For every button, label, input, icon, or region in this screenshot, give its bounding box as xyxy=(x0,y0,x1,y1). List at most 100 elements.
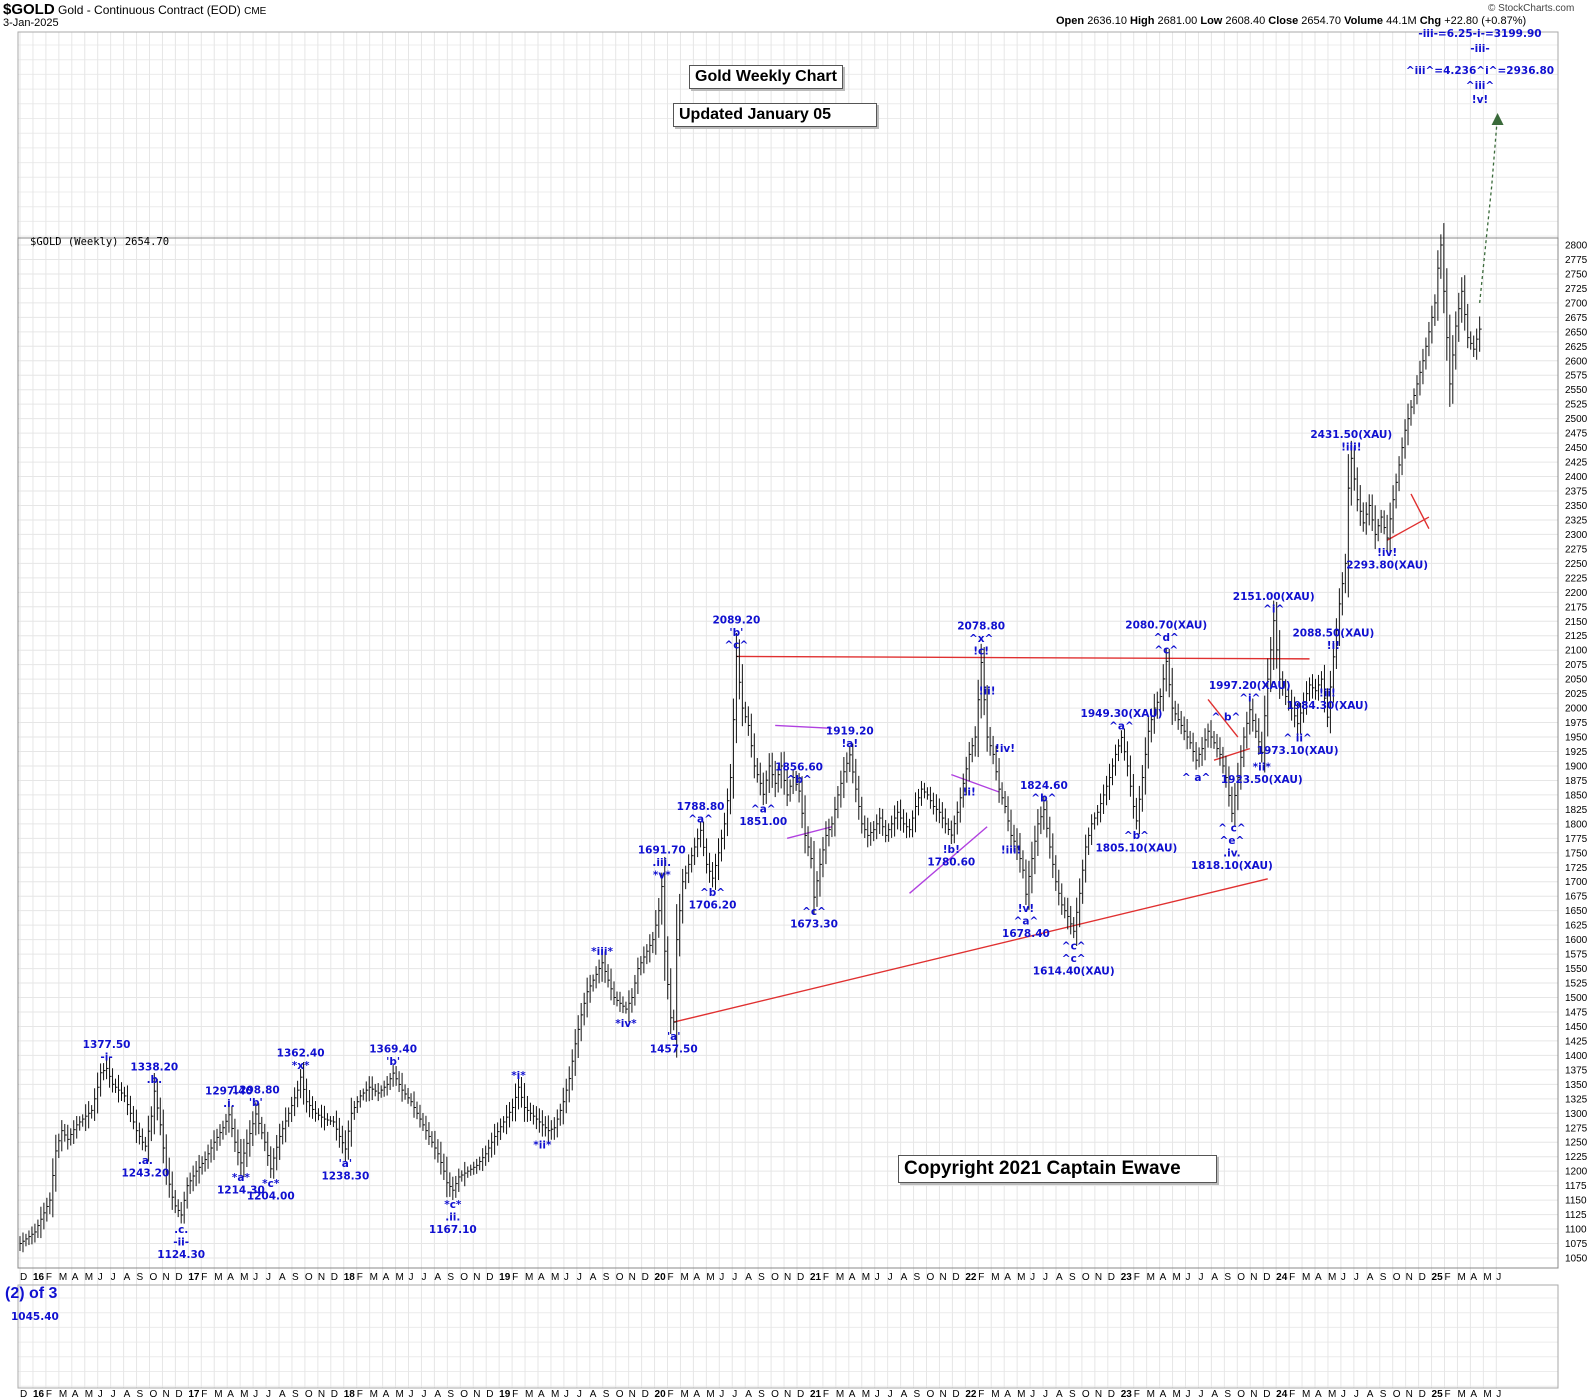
y-tick-label: 1175 xyxy=(1565,1181,1587,1192)
y-tick-label: 1675 xyxy=(1565,892,1588,903)
x-tick-label: A xyxy=(745,1272,752,1283)
x-tick-label: O xyxy=(1393,1272,1401,1283)
x-tick-label-lower: S xyxy=(1069,1389,1076,1400)
x-tick-label: N xyxy=(629,1272,636,1283)
wave-label: *ii* xyxy=(533,1140,552,1152)
x-tick-label: S xyxy=(1069,1272,1076,1283)
x-tick-label-lower: J xyxy=(875,1389,880,1400)
x-tick-label: M xyxy=(1017,1272,1025,1283)
y-tick-label: 2450 xyxy=(1565,443,1588,454)
x-tick-label: A xyxy=(901,1272,908,1283)
y-tick-label: 2300 xyxy=(1565,530,1588,541)
copyright-box: Copyright 2021 Captain Ewave xyxy=(898,1155,1217,1183)
x-tick-label: A xyxy=(1367,1272,1374,1283)
wave-label: ^a^ xyxy=(751,803,776,815)
x-tick-label-lower: N xyxy=(1095,1389,1102,1400)
x-tick-label-lower: O xyxy=(150,1389,158,1400)
x-tick-label: A xyxy=(590,1272,597,1283)
x-tick-label: J xyxy=(564,1272,569,1283)
y-tick-label: 2175 xyxy=(1565,602,1588,613)
y-tick-label: 1775 xyxy=(1565,834,1588,845)
y-tick-label: 2275 xyxy=(1565,544,1588,555)
y-tick-label: 1725 xyxy=(1565,863,1588,874)
x-tick-label-lower: N xyxy=(162,1389,169,1400)
x-tick-label: A xyxy=(1315,1272,1322,1283)
x-tick-label-lower: J xyxy=(564,1389,569,1400)
x-tick-label-lower: M xyxy=(551,1389,559,1400)
x-tick-label: 24 xyxy=(1276,1272,1288,1283)
x-tick-label-lower: F xyxy=(1134,1389,1140,1400)
x-tick-label-lower: M xyxy=(1147,1389,1155,1400)
x-tick-label-lower: J xyxy=(421,1389,426,1400)
x-tick-label-lower: F xyxy=(978,1389,984,1400)
x-tick-label: F xyxy=(1445,1272,1451,1283)
wave-label: ^b^ xyxy=(1031,793,1056,805)
wave-label: *a* xyxy=(232,1172,251,1184)
x-tick-label: D xyxy=(1263,1272,1270,1283)
y-tick-label: 2475 xyxy=(1565,429,1588,440)
x-tick-label: S xyxy=(137,1272,144,1283)
x-tick-label-lower: D xyxy=(20,1389,27,1400)
x-tick-label-lower: S xyxy=(447,1389,454,1400)
wave-label: 1973.10(XAU) xyxy=(1257,745,1339,757)
main-panel-frame xyxy=(17,237,1559,1269)
wave-label: !iii! xyxy=(1341,441,1361,453)
y-tick-label: 1250 xyxy=(1565,1138,1588,1149)
x-tick-label-lower: O xyxy=(305,1389,313,1400)
x-tick-label: N xyxy=(1406,1272,1413,1283)
y-tick-label: 1850 xyxy=(1565,790,1588,801)
x-tick-label-lower: J xyxy=(1043,1389,1048,1400)
x-tick-label-lower: N xyxy=(939,1389,946,1400)
x-tick-label-lower: F xyxy=(1445,1389,1451,1400)
wave-label: ^ b^ xyxy=(1212,711,1241,723)
panel-label: $GOLD (Weekly) 2654.70 xyxy=(30,236,169,248)
wave-label: .iii. xyxy=(652,857,671,869)
x-tick-label-lower: J xyxy=(98,1389,103,1400)
wave-label: 1362.40 xyxy=(277,1048,325,1060)
wave-label: 1338.20 xyxy=(130,1062,178,1074)
x-tick-label-lower: O xyxy=(1393,1389,1401,1400)
triangle-upper xyxy=(775,724,832,730)
y-tick-label: 1325 xyxy=(1565,1094,1588,1105)
y-tick-label: 1475 xyxy=(1565,1007,1588,1018)
y-tick-label: 1525 xyxy=(1565,979,1588,990)
x-tick-label-lower: M xyxy=(1457,1389,1465,1400)
wave-label: 1204.00 xyxy=(247,1190,295,1202)
y-tick-label: 1500 xyxy=(1565,993,1588,1004)
wave-label: 2151.00(XAU) xyxy=(1233,591,1315,603)
wave-label: ^b^ xyxy=(700,887,725,899)
wave-label: 1984.30(XAU) xyxy=(1287,700,1369,712)
x-tick-label: O xyxy=(771,1272,779,1283)
y-tick-label: 2675 xyxy=(1565,313,1588,324)
x-tick-label-lower: A xyxy=(901,1389,908,1400)
x-tick-label-lower: D xyxy=(1263,1389,1270,1400)
small-triangle-lower xyxy=(1213,747,1251,761)
x-tick-label-lower: 17 xyxy=(188,1389,200,1400)
x-tick-label-lower: J xyxy=(111,1389,116,1400)
x-tick-label-lower: M xyxy=(1483,1389,1491,1400)
wave-label: 2088.50(XAU) xyxy=(1292,627,1374,639)
wave-label: 1805.10(XAU) xyxy=(1095,842,1177,854)
x-tick-label: O xyxy=(927,1272,935,1283)
symbol: $GOLD xyxy=(3,1,55,18)
x-tick-label-lower: A xyxy=(590,1389,597,1400)
projection-label: ^iii^=4.236^i^=2936.80 xyxy=(1406,65,1554,77)
y-tick-label: 1350 xyxy=(1565,1080,1588,1091)
wave-label: *v* xyxy=(653,870,671,882)
x-tick-label-lower: D xyxy=(1419,1389,1426,1400)
x-tick-label-lower: S xyxy=(914,1389,921,1400)
y-tick-label: 1400 xyxy=(1565,1051,1588,1062)
x-tick-label-lower: F xyxy=(357,1389,363,1400)
x-tick-label-lower: M xyxy=(1173,1389,1181,1400)
y-tick-label: 1925 xyxy=(1565,747,1588,758)
y-tick-label: 1575 xyxy=(1565,950,1588,961)
x-tick-label: J xyxy=(1030,1272,1035,1283)
x-tick-label-lower: 20 xyxy=(655,1389,667,1400)
wave-label: -ii- xyxy=(173,1236,189,1248)
lower-panel-value: 1045.40 xyxy=(11,1311,59,1323)
wave-label: 1919.20 xyxy=(826,725,874,737)
x-tick-label: D xyxy=(1419,1272,1426,1283)
wave-label: ^i^ xyxy=(1263,604,1284,616)
x-tick-label: A xyxy=(1211,1272,1218,1283)
x-tick-label-lower: A xyxy=(693,1389,700,1400)
